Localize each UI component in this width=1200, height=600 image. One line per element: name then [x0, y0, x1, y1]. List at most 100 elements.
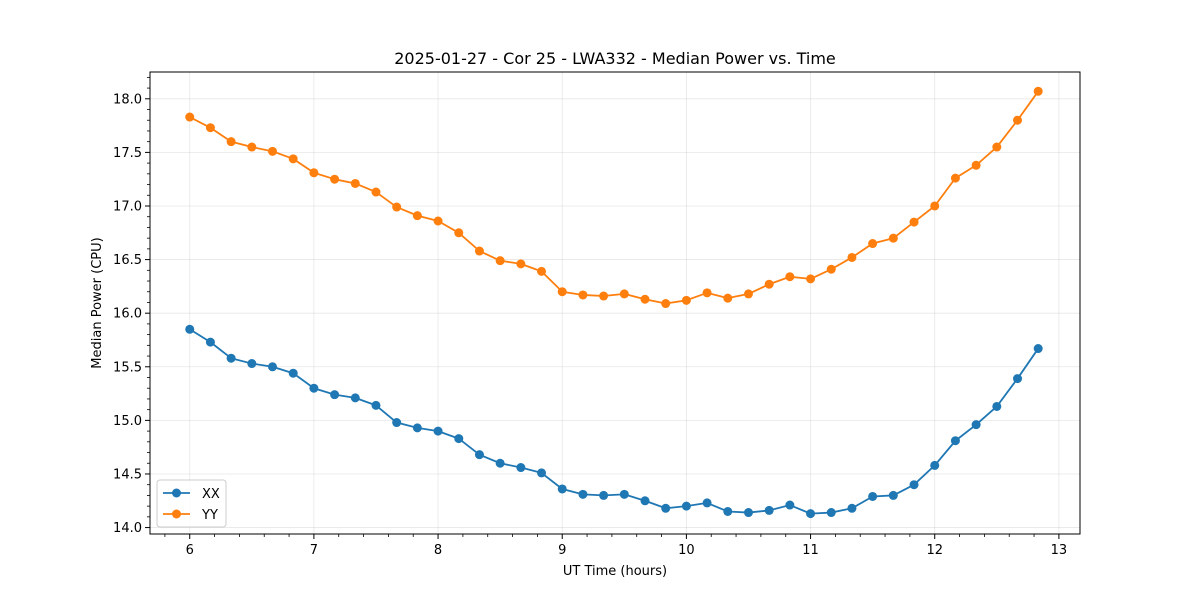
- data-point-xx: [226, 353, 236, 363]
- x-tick-label: 11: [802, 543, 819, 558]
- data-point-xx: [909, 480, 919, 490]
- y-tick-label: 16.0: [113, 307, 142, 322]
- data-point-yy: [971, 160, 981, 170]
- data-point-yy: [578, 290, 588, 300]
- data-point-yy: [847, 252, 857, 262]
- y-tick-label: 15.0: [113, 414, 142, 429]
- data-point-xx: [723, 506, 733, 516]
- data-point-xx: [868, 491, 878, 501]
- y-tick-label: 17.5: [113, 146, 142, 161]
- data-point-yy: [454, 228, 464, 238]
- y-tick-label: 14.5: [113, 467, 142, 482]
- series-layer: [185, 86, 1043, 519]
- data-point-yy: [640, 294, 650, 304]
- data-point-xx: [433, 426, 443, 436]
- data-point-yy: [557, 287, 567, 297]
- y-tick-label: 15.5: [113, 360, 142, 375]
- data-point-yy: [288, 154, 298, 164]
- data-point-xx: [743, 508, 753, 518]
- data-point-xx: [495, 458, 505, 468]
- data-point-yy: [806, 274, 816, 284]
- data-point-xx: [930, 460, 940, 470]
- data-point-yy: [930, 201, 940, 211]
- data-point-xx: [847, 503, 857, 513]
- x-tick-label: 7: [310, 543, 318, 558]
- data-point-yy: [247, 142, 257, 152]
- data-point-xx: [888, 490, 898, 500]
- data-point-xx: [537, 468, 547, 478]
- y-tick-label: 18.0: [113, 92, 142, 107]
- data-point-yy: [826, 264, 836, 274]
- data-point-xx: [350, 393, 360, 403]
- data-point-xx: [330, 390, 340, 400]
- data-point-yy: [702, 288, 712, 298]
- data-point-yy: [268, 146, 278, 156]
- data-point-yy: [309, 168, 319, 178]
- data-point-yy: [619, 289, 629, 299]
- data-point-yy: [392, 202, 402, 212]
- data-point-xx: [681, 501, 691, 511]
- x-tick-label: 10: [678, 543, 695, 558]
- x-tick-label: 8: [434, 543, 442, 558]
- data-point-yy: [868, 239, 878, 249]
- y-axis-title: Median Power (CPU): [90, 237, 105, 368]
- x-tick-label: 13: [1051, 543, 1068, 558]
- legend-label-yy: YY: [201, 508, 218, 523]
- data-point-yy: [599, 291, 609, 301]
- data-point-yy: [785, 272, 795, 282]
- legend-marker-xx: [172, 488, 181, 498]
- x-axis-title: UT Time (hours): [563, 564, 667, 579]
- data-point-xx: [516, 463, 526, 473]
- series-yy: [185, 86, 1043, 309]
- data-point-xx: [619, 489, 629, 499]
- y-tick-label: 17.0: [113, 199, 142, 214]
- data-point-xx: [971, 420, 981, 430]
- data-point-yy: [743, 289, 753, 299]
- y-axis: 14.0 14.5 15.0 15.5 16.0 16.5 17.0 17.5 18.0: [113, 76, 150, 536]
- data-point-xx: [454, 434, 464, 444]
- data-point-yy: [205, 123, 215, 133]
- data-point-xx: [474, 450, 484, 460]
- data-point-yy: [433, 216, 443, 226]
- y-tick-label: 16.5: [113, 253, 142, 268]
- data-point-xx: [1033, 344, 1043, 354]
- data-point-yy: [661, 299, 671, 309]
- data-point-yy: [371, 187, 381, 197]
- data-point-xx: [371, 400, 381, 410]
- data-point-xx: [992, 401, 1002, 411]
- data-point-xx: [806, 509, 816, 519]
- data-point-yy: [350, 178, 360, 188]
- data-point-yy: [723, 293, 733, 303]
- data-point-xx: [640, 496, 650, 506]
- data-point-xx: [247, 359, 257, 369]
- data-point-xx: [764, 505, 774, 515]
- data-point-yy: [412, 211, 422, 221]
- data-point-yy: [1013, 115, 1023, 125]
- legend-label-xx: XX: [202, 487, 220, 502]
- data-point-yy: [909, 217, 919, 227]
- data-point-xx: [412, 423, 422, 433]
- data-point-yy: [950, 173, 960, 183]
- data-point-xx: [661, 503, 671, 513]
- data-point-xx: [1013, 374, 1023, 384]
- data-point-yy: [185, 112, 195, 122]
- chart-title: 2025-01-27 - Cor 25 - LWA332 - Median Po…: [394, 49, 836, 68]
- data-point-xx: [557, 484, 567, 494]
- data-point-yy: [516, 259, 526, 269]
- data-point-yy: [681, 295, 691, 305]
- data-point-xx: [826, 508, 836, 518]
- legend-marker-yy: [172, 509, 181, 519]
- data-point-xx: [288, 368, 298, 378]
- data-point-xx: [785, 500, 795, 510]
- data-point-xx: [702, 498, 712, 508]
- data-point-yy: [537, 266, 547, 276]
- data-point-xx: [205, 337, 215, 347]
- data-point-xx: [950, 436, 960, 446]
- data-point-xx: [268, 362, 278, 372]
- data-point-yy: [992, 142, 1002, 152]
- data-point-yy: [330, 174, 340, 184]
- data-point-xx: [599, 490, 609, 500]
- plot-frame: [149, 71, 1081, 535]
- data-point-yy: [474, 246, 484, 256]
